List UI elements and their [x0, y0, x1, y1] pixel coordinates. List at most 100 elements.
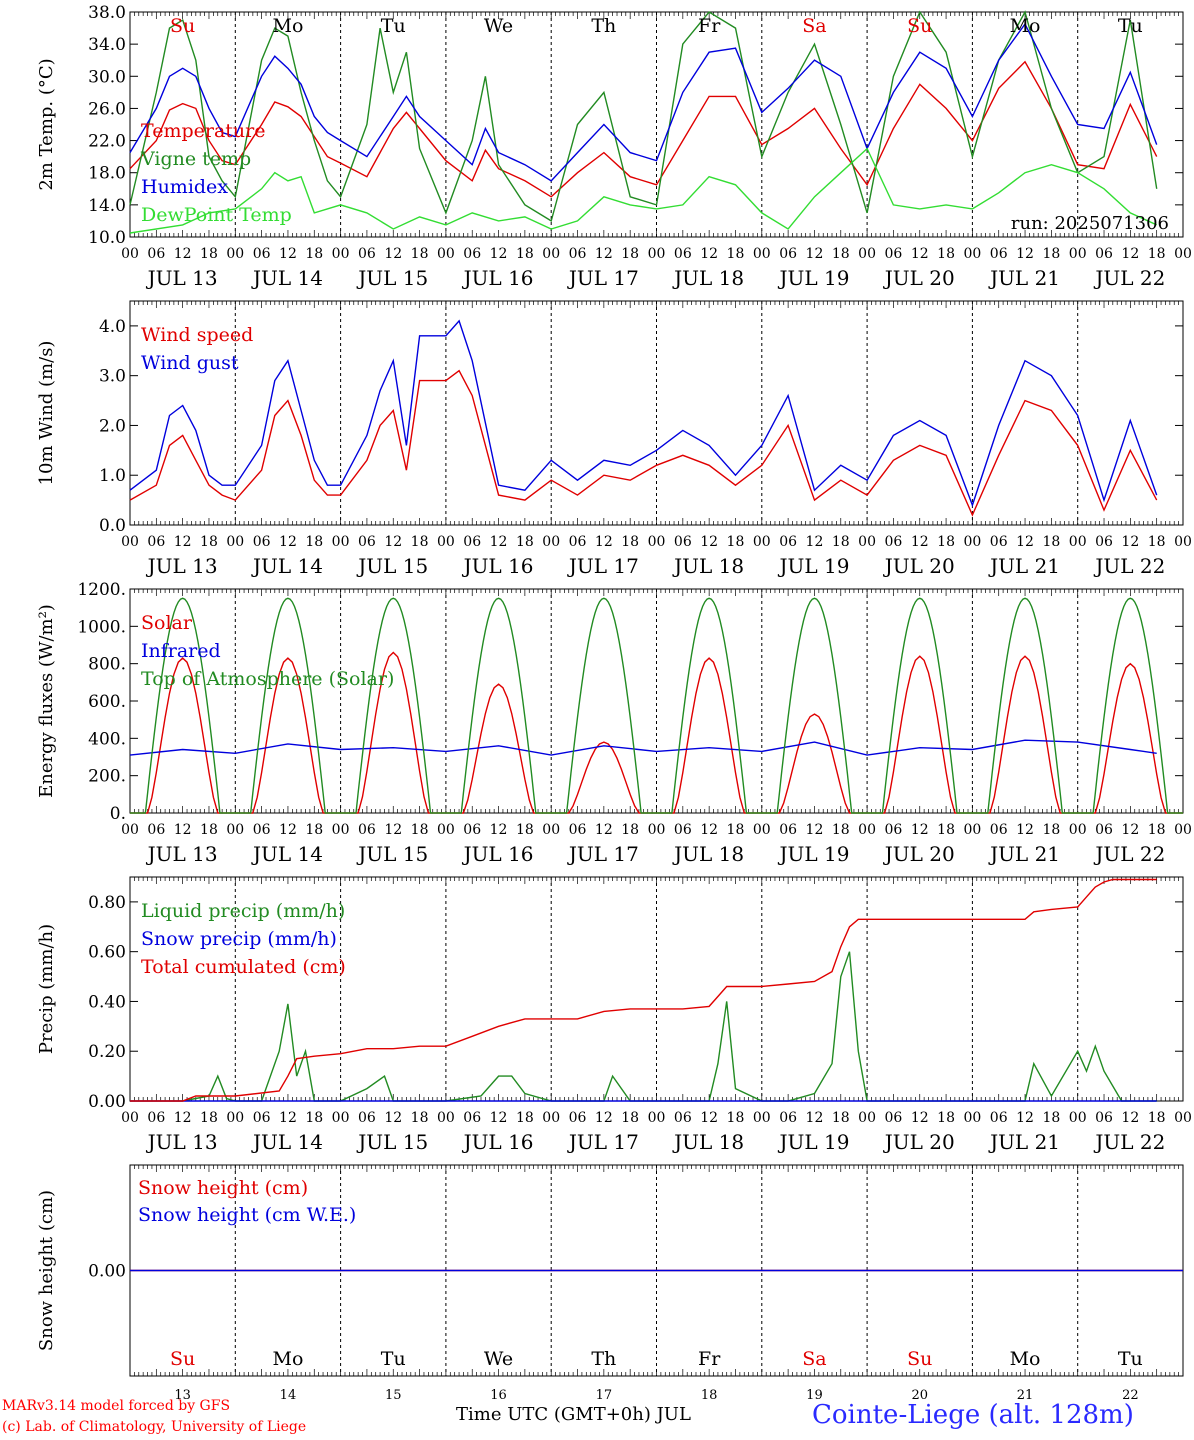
legend-entry: Wind gust	[141, 352, 239, 374]
hour-label: 12	[1016, 246, 1034, 262]
hour-label: 12	[806, 534, 824, 550]
hour-label: 18	[832, 1110, 850, 1126]
hour-label: 18	[621, 822, 639, 838]
day-name: Su	[907, 15, 932, 37]
day-name: Tu	[381, 1348, 406, 1370]
day-name: Sa	[802, 1348, 826, 1370]
hour-label: 12	[595, 822, 613, 838]
hour-label: 12	[279, 246, 297, 262]
date-label: JUL 16	[462, 554, 534, 578]
hour-label: 00	[332, 534, 350, 550]
hour-label: 18	[411, 534, 429, 550]
panel-5: 0.00 Snow height (cm) Snow height (cm) Snow…	[36, 1164, 1184, 1403]
hour-label: 06	[885, 1110, 903, 1126]
date-label: JUL 13	[146, 266, 218, 290]
y-tick-label: 1.0	[99, 466, 126, 486]
hour-label: 12	[384, 534, 402, 550]
hour-label: 00	[1174, 822, 1192, 838]
hour-label: 00	[332, 1110, 350, 1126]
hour-label: 06	[569, 534, 587, 550]
hour-label: 06	[779, 822, 797, 838]
y-tick-label: 30.0	[88, 67, 126, 87]
hour-label: 06	[253, 246, 271, 262]
hour-label: 18	[727, 246, 745, 262]
hour-label: 12	[1121, 246, 1139, 262]
day-number: 21	[1017, 1388, 1034, 1403]
hour-label: 06	[674, 246, 692, 262]
hour-label: 12	[806, 1110, 824, 1126]
date-label: JUL 20	[883, 842, 955, 866]
hour-label: 18	[305, 246, 323, 262]
hour-label: 12	[490, 1110, 508, 1126]
hour-label: 12	[1016, 534, 1034, 550]
day-name: Tu	[381, 15, 406, 37]
date-label: JUL 13	[146, 842, 218, 866]
hour-label: 00	[963, 822, 981, 838]
day-number: 13	[174, 1388, 191, 1403]
hour-label: 00	[1174, 1110, 1192, 1126]
hour-label: 18	[621, 246, 639, 262]
hour-label: 06	[147, 822, 165, 838]
date-label: JUL 16	[462, 266, 534, 290]
hour-label: 00	[753, 1110, 771, 1126]
hour-label: 18	[200, 246, 218, 262]
hour-label: 06	[1095, 246, 1113, 262]
legend-entry: DewPoint Temp	[141, 204, 292, 226]
y-tick-label: 14.0	[88, 196, 126, 216]
hour-label: 18	[1148, 246, 1166, 262]
hour-label: 00	[858, 534, 876, 550]
y-tick-label: 600.	[88, 692, 126, 712]
hour-label: 00	[858, 1110, 876, 1126]
lab-credit: (c) Lab. of Climatology, University of L…	[2, 1419, 307, 1435]
hour-label: 06	[990, 822, 1008, 838]
hour-label: 00	[858, 822, 876, 838]
day-name: Th	[591, 15, 616, 37]
hour-label: 18	[1042, 1110, 1060, 1126]
y-tick-label: 0.40	[88, 992, 126, 1012]
hour-label: 12	[700, 1110, 718, 1126]
day-name: Mo	[1010, 1348, 1041, 1370]
hour-label: 18	[1042, 822, 1060, 838]
hour-label: 06	[253, 1110, 271, 1126]
hour-label: 12	[806, 246, 824, 262]
date-label: JUL 17	[567, 842, 639, 866]
hour-label: 18	[1148, 1110, 1166, 1126]
hour-label: 12	[174, 534, 192, 550]
hour-label: 00	[858, 246, 876, 262]
hour-label: 06	[569, 246, 587, 262]
date-label: JUL 20	[883, 1130, 955, 1154]
y-tick-label: 26.0	[88, 99, 126, 119]
day-number: 14	[280, 1388, 297, 1403]
hour-label: 12	[911, 822, 929, 838]
hour-label: 18	[1042, 534, 1060, 550]
hour-label: 12	[1121, 1110, 1139, 1126]
hour-label: 18	[937, 1110, 955, 1126]
hour-label: 00	[1069, 822, 1087, 838]
hour-label: 18	[937, 822, 955, 838]
hour-label: 12	[279, 1110, 297, 1126]
series-line-dewpoint-temp	[129, 147, 1157, 234]
hour-label: 06	[253, 534, 271, 550]
hour-label: 18	[621, 534, 639, 550]
date-label: JUL 13	[146, 554, 218, 578]
day-name: Mo	[1010, 15, 1041, 37]
y-tick-label: 10.0	[88, 228, 126, 248]
plot-frame	[129, 588, 1184, 814]
hour-label: 12	[595, 1110, 613, 1126]
day-number: 16	[490, 1388, 507, 1403]
legend-entry: Snow height (cm W.E.)	[138, 1204, 356, 1226]
y-tick-label: 0.60	[88, 943, 126, 963]
day-name: Th	[591, 1348, 616, 1370]
day-name: Su	[907, 1348, 932, 1370]
hour-label: 12	[384, 822, 402, 838]
day-number: 20	[911, 1388, 928, 1403]
hour-label: 06	[1095, 534, 1113, 550]
hour-label: 18	[305, 534, 323, 550]
hour-label: 12	[1121, 822, 1139, 838]
hour-label: 06	[885, 246, 903, 262]
hour-label: 00	[121, 1110, 139, 1126]
hour-label: 12	[700, 534, 718, 550]
hour-label: 00	[542, 822, 560, 838]
day-number: 22	[1122, 1388, 1139, 1403]
y-tick-label: 18.0	[88, 164, 126, 184]
